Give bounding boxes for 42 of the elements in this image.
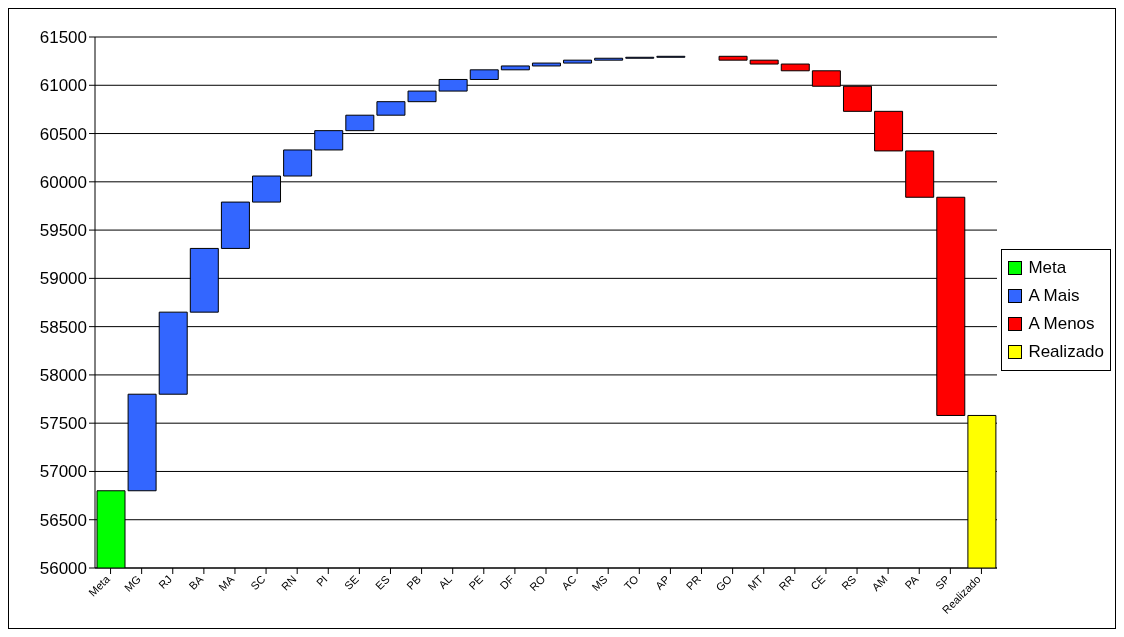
x-tick-label: AC: [559, 572, 579, 593]
x-tick-label: MS: [589, 572, 610, 594]
legend-label: A Mais: [1028, 286, 1080, 306]
x-tick-label: AL: [436, 572, 455, 591]
x-tick-label: RN: [278, 572, 299, 593]
x-tick-label: CE: [808, 572, 828, 593]
legend-label: A Menos: [1028, 314, 1095, 334]
x-tick-label: MA: [216, 572, 237, 594]
x-tick-label: MT: [745, 572, 766, 593]
x-tick-label: AM: [869, 572, 890, 594]
y-tick-label: 61000: [39, 76, 87, 96]
y-tick-label: 60000: [39, 172, 87, 192]
x-tick-label: SE: [341, 572, 361, 592]
x-tick-label: DF: [497, 572, 517, 592]
x-tick-label: AP: [652, 572, 672, 592]
x-tick-label: PI: [313, 572, 330, 589]
y-tick-label: 61500: [39, 28, 87, 48]
y-tick-label: 59000: [39, 269, 87, 289]
x-tick-label: PE: [466, 572, 486, 592]
x-tick-label: TO: [621, 572, 642, 593]
y-tick-label: 57000: [39, 462, 87, 482]
y-tick-label: 58500: [39, 317, 87, 337]
x-tick-label: MG: [122, 572, 144, 594]
x-tick-label: RO: [527, 572, 548, 594]
y-tick-label: 59500: [39, 221, 87, 241]
x-tick-label: RS: [839, 572, 859, 593]
x-tick-label: BA: [186, 572, 206, 592]
y-tick-label: 56500: [39, 510, 87, 530]
y-tick-label: 56000: [39, 559, 87, 579]
x-tick-label: ES: [373, 572, 392, 592]
x-tick-label: RJ: [156, 572, 175, 591]
legend-label: Meta: [1028, 258, 1067, 278]
x-tick-label: PA: [902, 572, 922, 592]
x-tick-label: GO: [713, 572, 735, 594]
x-tick-label: RR: [776, 572, 797, 593]
x-tick-label: SC: [248, 572, 268, 593]
x-tick-label: PB: [404, 572, 423, 592]
legend-label: Realizado: [1028, 342, 1104, 362]
y-tick-label: 60500: [39, 124, 87, 144]
y-tick-label: 57500: [39, 414, 87, 434]
y-tick-label: 58000: [39, 365, 87, 385]
x-tick-label: PR: [683, 572, 703, 593]
